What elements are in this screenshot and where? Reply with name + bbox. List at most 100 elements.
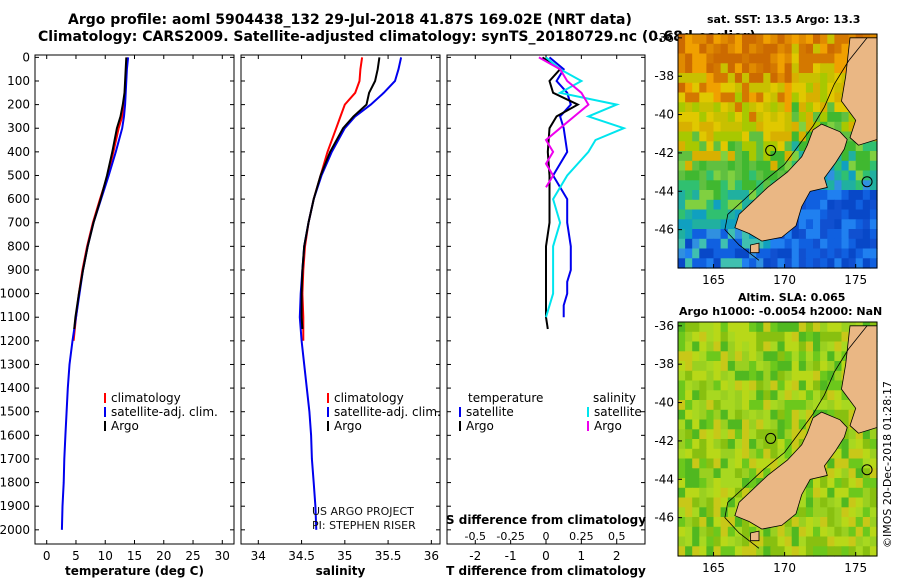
depth-tick-label: 1700	[0, 452, 30, 466]
figure-title-line2: Climatology: CARS2009. Satellite-adjuste…	[38, 29, 756, 45]
depth-tick-label: 1200	[0, 334, 30, 348]
x-tick-label: 15	[127, 549, 142, 563]
figure-title-line1: Argo profile: aoml 5904438_132 29-Jul-20…	[68, 12, 632, 28]
depth-tick-label: 1800	[0, 476, 30, 490]
map-lat-label: -36	[654, 31, 674, 45]
x-tick-label: 0	[542, 549, 550, 563]
depth-tick-label: 300	[7, 121, 30, 135]
bathymetry-contour	[724, 37, 868, 261]
depth-tick-label: 2000	[0, 523, 30, 537]
land-stewart-island	[750, 530, 760, 542]
depth-tick-label: 800	[7, 239, 30, 253]
secondary-x-axis-label: S difference from climatology	[446, 513, 646, 527]
x-tick-label: -2	[469, 549, 481, 563]
x-tick-label: 35	[337, 549, 352, 563]
series-line-argo	[300, 57, 381, 330]
depth-tick-label: 1300	[0, 357, 30, 371]
map-marker	[861, 176, 873, 188]
x-tick-label: 0	[43, 549, 51, 563]
bathymetry-contour	[724, 325, 868, 549]
map-lat-label: -44	[654, 184, 674, 198]
map-lat-label: -38	[654, 357, 674, 371]
secondary-x-tick-label: -0.5	[465, 530, 486, 543]
x-tick-label: 34	[251, 549, 266, 563]
series-line-s-satellite	[545, 56, 627, 318]
depth-tick-label: 1000	[0, 287, 30, 301]
map-lat-label: -36	[654, 319, 674, 333]
x-tick-label: 10	[98, 549, 113, 563]
plot-frame	[34, 54, 235, 545]
x-axis-label: temperature (deg C)	[65, 564, 204, 578]
depth-tick-label: 1600	[0, 428, 30, 442]
legend-label: satellite-adj. clim.	[111, 405, 218, 419]
legend-label: satellite-adj. clim.	[334, 405, 441, 419]
map-lon-label: 170	[773, 273, 796, 287]
legend-label: climatology	[334, 391, 404, 405]
legend-label: satellite	[594, 405, 642, 419]
secondary-x-tick-label: 0	[543, 530, 550, 543]
x-tick-label: 34.5	[288, 549, 315, 563]
map-lat-label: -44	[654, 472, 674, 486]
map-lon-label: 170	[773, 561, 796, 575]
x-axis-label: T difference from climatology	[446, 564, 646, 578]
map-lon-label: 165	[702, 561, 725, 575]
x-tick-label: 30	[215, 549, 230, 563]
legend-title-temperature: temperature	[468, 391, 543, 405]
plot-frame	[240, 54, 441, 545]
land-stewart-island	[750, 242, 760, 254]
x-tick-label: 5	[72, 549, 80, 563]
x-tick-label: 25	[185, 549, 200, 563]
credit-project: US ARGO PROJECT	[312, 505, 414, 518]
map-sst	[677, 33, 878, 269]
legend-label: Argo	[111, 419, 139, 433]
depth-tick-label: 1100	[0, 310, 30, 324]
secondary-x-tick-label: -0.25	[496, 530, 524, 543]
secondary-x-tick-label: 0.25	[569, 530, 594, 543]
land-south-island	[734, 411, 848, 530]
legend-label: Argo	[466, 419, 494, 433]
x-axis-label: salinity	[316, 564, 366, 578]
map-lat-label: -46	[654, 223, 674, 237]
map-lat-label: -38	[654, 69, 674, 83]
map-frame	[677, 321, 878, 557]
series-line-t-argo	[541, 56, 580, 330]
legend-label: Argo	[334, 419, 362, 433]
map-frame	[677, 33, 878, 269]
legend-label: satellite	[466, 405, 514, 419]
x-tick-label: 2	[613, 549, 621, 563]
argo-location-marker	[765, 432, 777, 444]
map-lat-label: -40	[654, 108, 674, 122]
x-tick-label: 35.5	[375, 549, 402, 563]
sla-map-title: Altim. SLA: 0.065	[738, 291, 846, 304]
depth-tick-label: 200	[7, 98, 30, 112]
depth-tick-label: 0	[22, 50, 30, 64]
series-line-argo	[73, 57, 128, 330]
series-line-s-argo	[538, 56, 590, 188]
map-marker	[861, 464, 873, 476]
legend-label: climatology	[111, 391, 181, 405]
depth-tick-label: 400	[7, 145, 30, 159]
x-tick-label: 36	[424, 549, 439, 563]
depth-tick-label: 100	[7, 74, 30, 88]
map-lat-label: -42	[654, 434, 674, 448]
legend-title-salinity: salinity	[593, 391, 636, 405]
depth-tick-label: 600	[7, 192, 30, 206]
x-tick-label: 20	[156, 549, 171, 563]
sst-map-title: sat. SST: 13.5 Argo: 13.3	[707, 13, 861, 26]
map-sla	[677, 321, 878, 557]
land-south-island	[734, 123, 848, 242]
x-tick-label: 1	[578, 549, 586, 563]
secondary-x-tick-label: 0.5	[608, 530, 626, 543]
map-lat-label: -42	[654, 146, 674, 160]
sla-map-subtitle: Argo h1000: -0.0054 h2000: NaN	[679, 305, 883, 318]
depth-tick-label: 900	[7, 263, 30, 277]
credit-pi: PI: STEPHEN RISER	[312, 519, 416, 532]
map-lat-label: -46	[654, 511, 674, 525]
imos-timestamp: ©IMOS 20-Dec-2018 01:28:17	[881, 381, 894, 548]
x-tick-label: -1	[505, 549, 517, 563]
map-lon-label: 175	[844, 561, 867, 575]
argo-location-marker	[765, 144, 777, 156]
map-lat-label: -40	[654, 396, 674, 410]
